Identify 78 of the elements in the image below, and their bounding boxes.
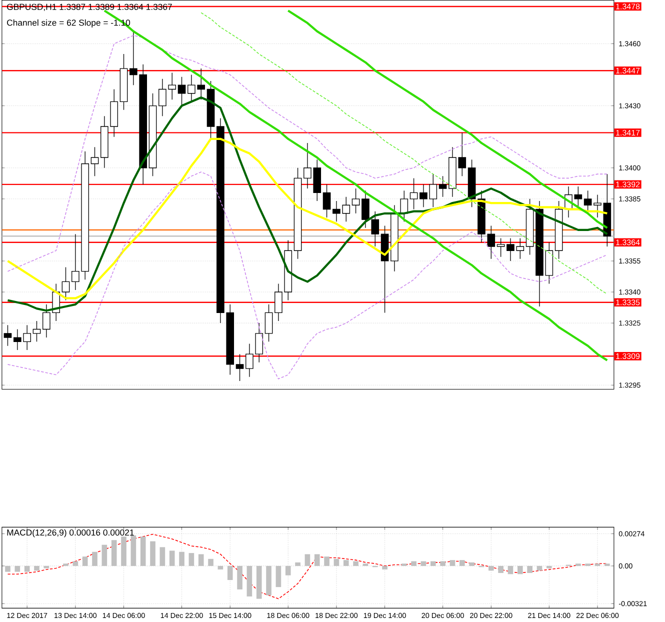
bar: [160, 546, 166, 566]
bar: [169, 550, 175, 566]
ref-line-label: 1.3335: [616, 299, 640, 305]
bar: [285, 566, 291, 576]
bar: [420, 561, 426, 566]
bar: [102, 544, 108, 566]
bar: [488, 566, 494, 570]
bar: [34, 566, 40, 570]
candlestick: [526, 198, 534, 255]
bar: [218, 566, 224, 570]
ref-line-label: 1.3417: [616, 130, 640, 136]
candlestick: [362, 190, 370, 228]
bar: [382, 566, 388, 570]
bar: [140, 536, 146, 566]
candlestick: [236, 354, 244, 382]
bar: [14, 566, 20, 572]
bar: [198, 554, 204, 566]
bar: [353, 561, 358, 566]
bar: [150, 541, 156, 566]
candlestick: [554, 200, 563, 260]
candlestick: [400, 190, 408, 222]
candlestick: [594, 194, 602, 218]
bar: [121, 536, 126, 566]
bar: [266, 566, 272, 596]
bar: [450, 560, 456, 566]
ref-line-label: 1.3392: [616, 181, 640, 188]
bar: [536, 566, 542, 570]
bar: [256, 566, 262, 599]
bar: [517, 566, 523, 574]
bar: [63, 563, 68, 566]
bar: [246, 566, 252, 596]
bar: [314, 554, 320, 566]
bar: [82, 556, 88, 566]
candlestick: [62, 266, 70, 300]
candlestick: [496, 238, 505, 257]
ref-line-label: 1.3364: [616, 239, 640, 245]
bar: [5, 566, 10, 572]
bar: [111, 540, 117, 566]
bar: [459, 560, 465, 566]
bar: [208, 558, 214, 566]
candlestick: [264, 304, 273, 342]
bar: [498, 566, 504, 573]
bar: [401, 563, 407, 566]
bar: [362, 563, 368, 566]
bar: [440, 561, 446, 566]
bar: [227, 566, 233, 580]
bar: [276, 566, 282, 587]
candlestick: [90, 146, 99, 176]
candlestick: [438, 176, 447, 197]
bar: [430, 561, 436, 566]
bar: [334, 558, 340, 566]
bar: [576, 563, 581, 566]
candlestick: [294, 167, 302, 260]
bar: [411, 561, 416, 566]
bar: [237, 566, 242, 590]
candlestick: [371, 210, 380, 247]
candlestick: [322, 184, 331, 218]
ref-line-label: 1.3447: [616, 68, 640, 74]
bar: [295, 562, 300, 566]
bar: [527, 566, 532, 573]
bar: [304, 554, 310, 566]
bar: [179, 552, 184, 566]
bar: [469, 562, 474, 566]
bar: [343, 560, 349, 566]
bar: [72, 561, 78, 566]
bar: [585, 563, 590, 566]
bar: [44, 566, 50, 568]
bar: [188, 552, 194, 566]
bar: [324, 556, 330, 566]
chart-title: MACD(12,26,9) 0.00016 0.00021: [7, 528, 134, 538]
bar: [604, 563, 610, 566]
bar: [508, 566, 514, 574]
ref-line-label: 1.3309: [616, 353, 640, 359]
bar: [92, 552, 98, 566]
bar: [546, 566, 552, 568]
candlestick: [120, 54, 128, 110]
candlestick: [352, 188, 360, 214]
ref-line-label: 1.3478: [616, 3, 640, 10]
